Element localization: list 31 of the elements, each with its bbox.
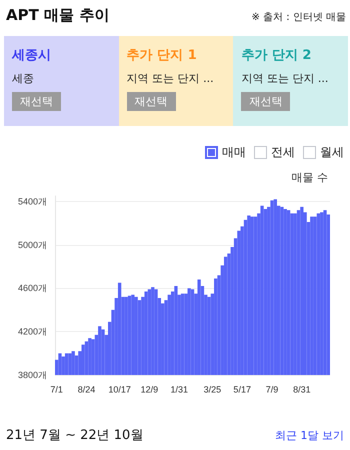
text: 세종시 [12,47,52,64]
y-tick-label: 4600개 [18,283,47,294]
text: 월세 [320,144,344,161]
x-tick-label: 5/17 [233,384,251,394]
text: ※ 출처 : 인터넷 매물 [252,11,346,24]
y-tick-label: 4200개 [18,326,47,337]
text: 추가 단지 1 [126,47,198,64]
x-tick-label: 7/1 [50,384,63,394]
text: 전세 [271,144,295,161]
text: 21년 7월 ~ 22년 10월 [6,427,144,444]
legend-label: 매매 [222,144,246,161]
text: 최근 1달 보기 [275,428,344,443]
reselect-button: 재선택 [241,92,290,111]
y-tick-label: 5400개 [18,196,47,206]
y-tick-label: 3800개 [18,370,47,380]
text: 추가 단지 2 [241,47,312,64]
text: 지역 또는 단지 ... [241,71,330,86]
reselect-button: 재선택 [12,92,61,111]
y-tick-label: 5000개 [18,240,47,250]
text: 세종 [12,71,35,86]
x-tick-label: 7/9 [266,384,278,394]
y-axis-title: 매물 수 [292,171,328,184]
x-tick-label: 3/25 [204,384,222,394]
x-tick-label: 10/17 [108,384,131,394]
chart-title: APT 매물 추이 [6,6,110,25]
x-tick-label: 8/24 [78,384,96,394]
x-tick-label: 8/31 [293,384,311,394]
text: 지역 또는 단지 ... [126,71,215,86]
x-tick-label: 1/31 [170,384,188,394]
reselect-button: 재선택 [126,92,176,111]
x-tick-label: 12/9 [140,384,158,394]
